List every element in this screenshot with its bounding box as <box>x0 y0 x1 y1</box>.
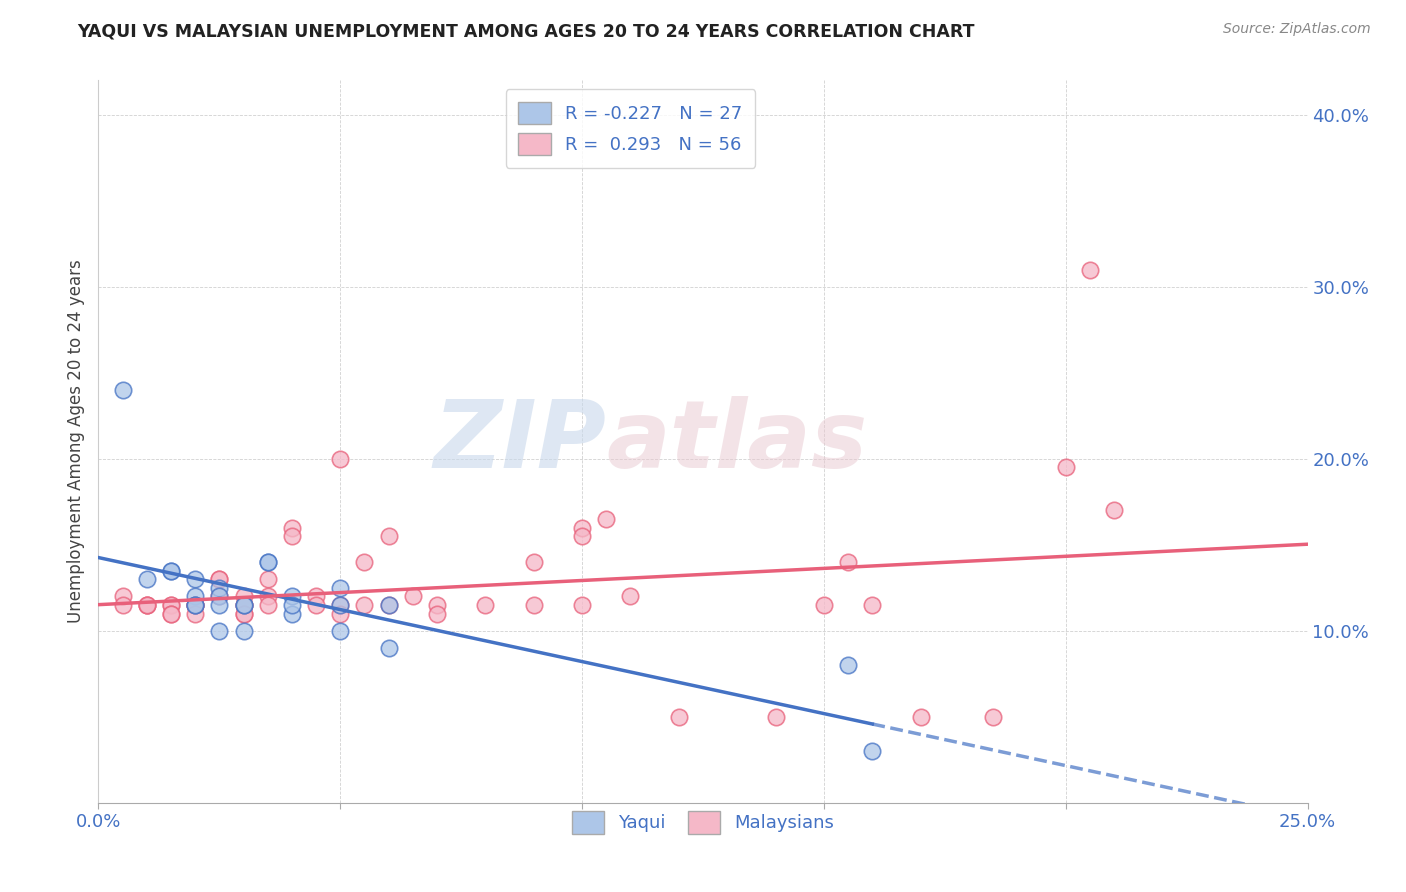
Point <box>135 598 157 612</box>
Point <box>1078 262 1101 277</box>
Point <box>329 598 352 612</box>
Point <box>523 555 546 569</box>
Point <box>256 572 278 586</box>
Point <box>232 598 254 612</box>
Point <box>135 598 157 612</box>
Point <box>256 555 278 569</box>
Point <box>765 710 787 724</box>
Point <box>184 590 207 604</box>
Point <box>377 529 399 543</box>
Point <box>523 598 546 612</box>
Point <box>860 744 883 758</box>
Point <box>571 598 593 612</box>
Point <box>426 598 449 612</box>
Point <box>111 383 134 397</box>
Point <box>135 572 157 586</box>
Point <box>232 590 254 604</box>
Point <box>208 590 231 604</box>
Text: Source: ZipAtlas.com: Source: ZipAtlas.com <box>1223 22 1371 37</box>
Point <box>329 581 352 595</box>
Point <box>329 624 352 638</box>
Point <box>377 598 399 612</box>
Point <box>281 598 304 612</box>
Point <box>377 640 399 655</box>
Point <box>402 590 425 604</box>
Point <box>281 607 304 621</box>
Point <box>329 451 352 466</box>
Point <box>135 598 157 612</box>
Point <box>232 598 254 612</box>
Point <box>813 598 835 612</box>
Point <box>160 564 183 578</box>
Point <box>160 598 183 612</box>
Point <box>256 598 278 612</box>
Text: atlas: atlas <box>606 395 868 488</box>
Point <box>160 598 183 612</box>
Point <box>184 572 207 586</box>
Point <box>474 598 496 612</box>
Point <box>377 598 399 612</box>
Point <box>111 598 134 612</box>
Point <box>281 529 304 543</box>
Point <box>256 590 278 604</box>
Point <box>111 590 134 604</box>
Legend: Yaqui, Malaysians: Yaqui, Malaysians <box>561 801 845 845</box>
Point <box>208 624 231 638</box>
Point <box>184 598 207 612</box>
Point <box>208 572 231 586</box>
Point <box>353 598 375 612</box>
Point <box>232 607 254 621</box>
Point <box>571 520 593 534</box>
Point <box>571 529 593 543</box>
Point <box>160 607 183 621</box>
Point <box>208 572 231 586</box>
Point <box>281 590 304 604</box>
Point <box>184 607 207 621</box>
Text: ZIP: ZIP <box>433 395 606 488</box>
Point <box>208 581 231 595</box>
Point <box>668 710 690 724</box>
Point <box>281 520 304 534</box>
Point <box>910 710 932 724</box>
Point <box>329 607 352 621</box>
Point <box>619 590 641 604</box>
Point <box>329 598 352 612</box>
Point <box>837 555 859 569</box>
Point <box>595 512 617 526</box>
Point <box>1102 503 1125 517</box>
Point <box>184 598 207 612</box>
Point <box>184 598 207 612</box>
Point <box>232 598 254 612</box>
Point <box>184 598 207 612</box>
Point <box>860 598 883 612</box>
Point <box>353 555 375 569</box>
Point <box>256 555 278 569</box>
Point <box>232 607 254 621</box>
Point <box>184 598 207 612</box>
Text: YAQUI VS MALAYSIAN UNEMPLOYMENT AMONG AGES 20 TO 24 YEARS CORRELATION CHART: YAQUI VS MALAYSIAN UNEMPLOYMENT AMONG AG… <box>77 22 974 40</box>
Point <box>232 598 254 612</box>
Point <box>160 607 183 621</box>
Y-axis label: Unemployment Among Ages 20 to 24 years: Unemployment Among Ages 20 to 24 years <box>66 260 84 624</box>
Point <box>981 710 1004 724</box>
Point <box>1054 460 1077 475</box>
Point <box>426 607 449 621</box>
Point <box>232 624 254 638</box>
Point <box>837 658 859 673</box>
Point <box>208 598 231 612</box>
Point <box>305 598 328 612</box>
Point <box>305 590 328 604</box>
Point <box>160 564 183 578</box>
Point <box>208 590 231 604</box>
